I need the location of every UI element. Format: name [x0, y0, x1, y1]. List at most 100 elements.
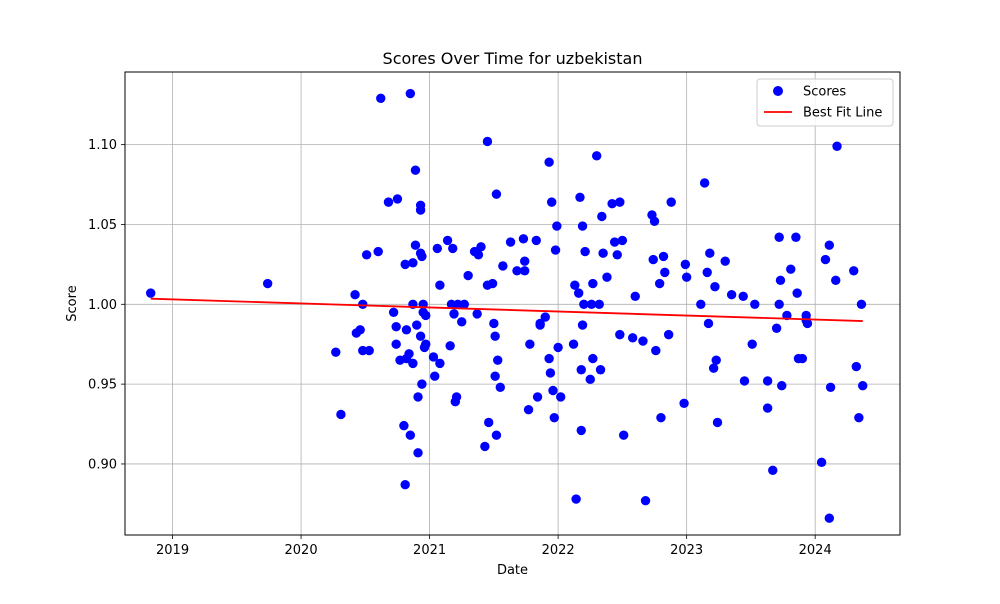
axes-frame: [124, 71, 901, 536]
data-point: [591, 151, 602, 161]
data-point: [858, 381, 868, 391]
y-tick-label: 1.05: [88, 218, 117, 233]
data-point: [577, 320, 588, 330]
data-point: [391, 321, 401, 332]
data-point: [489, 318, 499, 329]
data-point: [747, 339, 757, 349]
data-point: [493, 355, 503, 365]
x-tick-label: 2019: [156, 543, 189, 558]
y-tick-label: 1.10: [88, 138, 117, 153]
data-point: [399, 420, 409, 431]
data-point: [627, 333, 638, 343]
data-point: [824, 513, 835, 523]
data-point: [400, 480, 410, 490]
data-point: [640, 495, 651, 506]
data-point: [473, 250, 484, 260]
data-point: [726, 290, 737, 300]
data-point: [615, 329, 625, 340]
data-point: [571, 494, 581, 504]
data-point: [573, 288, 584, 298]
data-point: [518, 234, 529, 244]
y-tick-label: 0.95: [88, 378, 117, 393]
legend-scores-label: Scores: [803, 85, 846, 100]
data-point: [612, 250, 622, 260]
data-point: [816, 457, 827, 468]
data-point: [376, 93, 386, 104]
data-point: [428, 352, 439, 362]
data-point: [656, 412, 666, 423]
data-point: [792, 288, 802, 298]
data-point: [262, 278, 273, 289]
data-point: [405, 430, 416, 440]
data-point: [417, 251, 427, 262]
data-point: [705, 248, 715, 258]
data-point: [383, 197, 394, 207]
data-point: [412, 320, 422, 330]
data-point: [579, 299, 589, 309]
data-point: [400, 259, 410, 270]
legend: Scores Best Fit Line: [756, 78, 894, 127]
data-point: [825, 382, 836, 393]
data-point: [413, 392, 423, 402]
data-point: [738, 291, 748, 302]
data-point: [703, 318, 714, 329]
data-point: [602, 272, 612, 282]
data-point: [658, 251, 669, 262]
data-point: [750, 299, 760, 309]
data-point: [617, 235, 628, 246]
data-point: [594, 299, 604, 309]
data-point: [430, 371, 440, 381]
data-point: [531, 235, 541, 246]
data-point: [490, 331, 500, 341]
data-point: [598, 248, 608, 258]
data-point: [358, 299, 368, 309]
data-point: [739, 376, 750, 386]
data-point: [544, 353, 554, 364]
chart-title: Scores Over Time for uzbekistan: [383, 49, 643, 68]
data-point: [350, 290, 360, 300]
data-point: [649, 216, 660, 226]
data-point: [408, 258, 418, 268]
data-point: [774, 299, 784, 309]
data-point: [410, 165, 421, 175]
data-point: [432, 243, 443, 254]
data-point: [711, 355, 721, 365]
data-point: [535, 320, 545, 330]
data-point: [575, 192, 585, 203]
data-point: [512, 266, 522, 276]
data-point: [702, 267, 712, 278]
data-point: [463, 270, 473, 281]
data-point: [490, 371, 500, 381]
data-point: [413, 448, 423, 458]
data-point: [576, 365, 586, 375]
data-point: [550, 245, 561, 255]
data-point: [762, 403, 773, 413]
data-point: [712, 417, 723, 428]
data-point: [415, 331, 426, 341]
data-point: [358, 345, 368, 356]
data-point: [720, 256, 730, 266]
y-tick-label: 0.90: [88, 457, 117, 472]
data-point: [775, 275, 786, 286]
data-point: [851, 361, 862, 372]
data-point: [336, 409, 346, 420]
data-point: [618, 430, 629, 440]
data-point: [491, 430, 502, 440]
data-point: [710, 282, 720, 292]
data-point: [472, 309, 482, 319]
data-point: [388, 307, 399, 317]
data-point: [585, 374, 595, 385]
data-point: [544, 157, 554, 167]
data-point: [570, 280, 580, 290]
data-point: [525, 339, 535, 349]
data-point: [588, 278, 598, 289]
data-point: [595, 365, 606, 375]
data-point: [549, 412, 559, 423]
x-tick-label: 2022: [542, 543, 575, 558]
data-point: [648, 254, 658, 265]
data-point: [699, 178, 710, 188]
data-point: [824, 240, 835, 250]
legend-scores-marker: [773, 86, 783, 96]
